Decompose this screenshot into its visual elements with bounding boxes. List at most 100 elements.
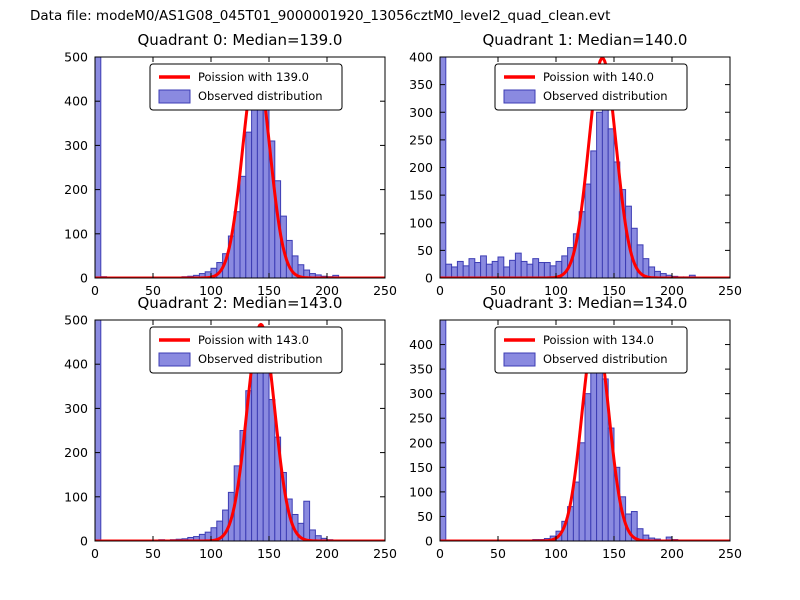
y-tick-label: 400 bbox=[409, 50, 433, 65]
y-tick-label: 500 bbox=[64, 313, 88, 328]
histogram-bar bbox=[596, 344, 603, 541]
x-tick-label: 200 bbox=[315, 283, 339, 298]
histogram-bar bbox=[480, 255, 487, 278]
legend-label-observed: Observed distribution bbox=[198, 89, 323, 103]
histogram-bar bbox=[601, 100, 609, 278]
histogram-bar bbox=[503, 266, 511, 278]
y-tick-label: 350 bbox=[409, 77, 433, 92]
x-tick-label: 100 bbox=[199, 283, 223, 298]
x-tick-label: 250 bbox=[373, 546, 397, 561]
axes-border bbox=[94, 319, 386, 542]
y-tick-label: 350 bbox=[409, 362, 433, 377]
x-tick-label: 250 bbox=[718, 283, 742, 298]
y-tick-label: 500 bbox=[64, 50, 88, 65]
histogram-bar bbox=[590, 150, 598, 278]
histogram-bar bbox=[572, 481, 580, 541]
legend: Poission with 143.0 Observed distribution bbox=[149, 326, 343, 374]
legend-label-observed: Observed distribution bbox=[543, 352, 668, 366]
x-tick-label: 200 bbox=[660, 546, 684, 561]
axis-tick-labels: 0 50 100 150 200 250 0 50 100 150 200 250 300 350 400 bbox=[409, 50, 742, 299]
histogram-bar bbox=[584, 393, 592, 541]
legend-box bbox=[494, 63, 688, 111]
histogram-bar bbox=[440, 320, 447, 541]
y-tick-label: 250 bbox=[409, 132, 433, 147]
histogram-bar bbox=[532, 258, 540, 278]
histogram-bar bbox=[245, 131, 253, 278]
y-tick-label: 200 bbox=[409, 435, 433, 450]
legend-label-poisson: Poission with 139.0 bbox=[198, 70, 309, 84]
axis-ticks bbox=[439, 56, 731, 279]
subplot-quadrant-2: 0 50 100 150 200 250 0 100 200 300 400 500 Poission … bbox=[64, 313, 397, 562]
x-tick-label: 100 bbox=[199, 546, 223, 561]
y-tick-label: 300 bbox=[409, 105, 433, 120]
x-tick-label: 150 bbox=[602, 546, 626, 561]
axes-border bbox=[94, 56, 386, 279]
y-tick-label: 400 bbox=[64, 357, 88, 372]
legend-label-poisson: Poission with 143.0 bbox=[198, 333, 309, 347]
histogram-bar bbox=[578, 442, 586, 541]
subplot-quadrant-1: 0 50 100 150 200 250 0 50 100 150 200 250 300 350 400 P… bbox=[409, 50, 742, 299]
histogram-bar bbox=[607, 128, 615, 278]
y-tick-label: 200 bbox=[64, 182, 88, 197]
y-tick-label: 0 bbox=[425, 534, 433, 549]
legend: Poission with 140.0 Observed distribution bbox=[494, 63, 688, 111]
histogram-bar bbox=[95, 320, 102, 541]
histogram-bar bbox=[514, 252, 522, 278]
y-tick-label: 0 bbox=[425, 271, 433, 286]
x-tick-label: 0 bbox=[91, 283, 99, 298]
histogram-bar bbox=[251, 91, 258, 278]
legend-box bbox=[149, 63, 343, 111]
histogram-bar bbox=[251, 359, 258, 541]
histogram-bar bbox=[509, 259, 516, 278]
poisson-curve bbox=[440, 57, 730, 278]
histogram-bar bbox=[526, 263, 534, 278]
subplot-title-quadrant-1: Quadrant 1: Median=140.0 bbox=[482, 31, 688, 49]
axis-ticks bbox=[94, 56, 386, 279]
x-tick-label: 250 bbox=[718, 546, 742, 561]
histogram-bar bbox=[95, 57, 102, 278]
histogram-bar bbox=[268, 399, 276, 541]
y-tick-label: 50 bbox=[417, 509, 433, 524]
subplot-quadrant-0: 0 50 100 150 200 250 0 100 200 300 400 500 Poission … bbox=[64, 50, 397, 299]
axis-tick-labels: 0 50 100 150 200 250 0 100 200 300 400 500 bbox=[64, 50, 397, 299]
legend-patch-sample bbox=[158, 352, 191, 367]
legend-label-poisson: Poission with 134.0 bbox=[543, 333, 654, 347]
figure-suptitle: Data file: modeM0/AS1G08_045T01_90000019… bbox=[30, 8, 611, 24]
histogram-bar bbox=[497, 256, 505, 278]
y-tick-label: 300 bbox=[64, 138, 88, 153]
histogram-bar bbox=[451, 266, 458, 278]
x-tick-label: 150 bbox=[602, 283, 626, 298]
x-tick-label: 200 bbox=[315, 546, 339, 561]
histogram-bar bbox=[491, 260, 499, 278]
axis-ticks bbox=[439, 320, 731, 542]
y-tick-label: 400 bbox=[409, 337, 433, 352]
y-tick-label: 100 bbox=[64, 226, 88, 241]
legend: Poission with 139.0 Observed distribution bbox=[149, 63, 343, 111]
histogram-bar bbox=[262, 363, 270, 541]
subplot-title-quadrant-3: Quadrant 3: Median=134.0 bbox=[482, 294, 688, 312]
legend-label-observed: Observed distribution bbox=[198, 352, 323, 366]
poisson-curve bbox=[95, 64, 385, 278]
histogram-bar bbox=[456, 260, 464, 278]
x-tick-label: 200 bbox=[660, 283, 684, 298]
axis-tick-labels: 0 50 100 150 200 250 0 50 100 150 200 250 300 350 400 bbox=[409, 337, 742, 561]
histogram-bar bbox=[468, 258, 476, 278]
x-tick-label: 50 bbox=[490, 546, 506, 561]
y-tick-label: 100 bbox=[409, 484, 433, 499]
histogram-bar bbox=[239, 175, 247, 278]
legend-box bbox=[149, 326, 343, 374]
histogram-bar bbox=[520, 260, 528, 278]
legend-patch-sample bbox=[503, 89, 536, 104]
y-tick-label: 0 bbox=[80, 271, 88, 286]
axes-border bbox=[439, 319, 731, 542]
legend-patch-sample bbox=[158, 89, 191, 104]
poisson-curve bbox=[95, 322, 385, 541]
subplot-title-quadrant-2: Quadrant 2: Median=143.0 bbox=[137, 294, 343, 312]
x-tick-label: 250 bbox=[373, 283, 397, 298]
y-tick-label: 100 bbox=[409, 215, 433, 230]
subplot-quadrant-3: 0 50 100 150 200 250 0 50 100 150 200 250 300 350 400 P… bbox=[409, 319, 742, 561]
histogram-bar bbox=[303, 500, 311, 541]
legend-label-poisson: Poission with 140.0 bbox=[543, 70, 654, 84]
legend-box bbox=[494, 326, 688, 374]
